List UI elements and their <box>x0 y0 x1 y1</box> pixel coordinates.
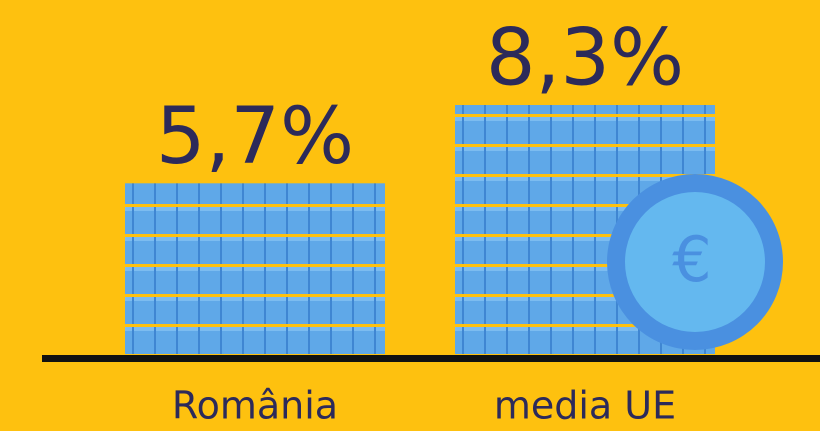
chart: 5,7% România 8,3% media UE € <box>0 0 820 431</box>
baseline <box>42 355 820 362</box>
value-label: 5,7% <box>156 92 354 182</box>
coin-stack <box>125 183 385 355</box>
value-label: 8,3% <box>486 13 684 103</box>
category-label: România <box>172 384 338 428</box>
coin-symbol: € <box>672 223 711 296</box>
page: {"chart_data": {"type": "bar", "categori… <box>0 0 820 431</box>
category-label: media UE <box>494 384 676 428</box>
euro-coin: € <box>607 174 783 350</box>
